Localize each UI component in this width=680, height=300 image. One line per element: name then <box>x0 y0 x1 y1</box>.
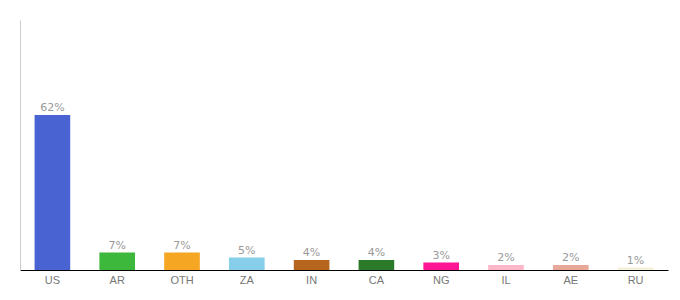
x-tick: RU <box>628 274 644 286</box>
x-tick: NG <box>433 274 450 286</box>
x-tick-label: NG <box>433 274 450 286</box>
x-tick: AR <box>110 274 125 286</box>
x-tick-label: ZA <box>240 274 255 286</box>
x-tick: AE <box>563 274 578 286</box>
data-label: 7% <box>173 239 190 252</box>
chart-container: 62% 7% 7% 5% 4% 4% 3% 2% 2% 1% US AR OTH ZA IN CA NG IL AE… <box>0 0 680 300</box>
data-label: 2% <box>562 251 579 264</box>
x-tick: US <box>45 274 60 286</box>
x-tick-label: AE <box>563 274 578 286</box>
x-tick: IL <box>501 274 510 286</box>
data-label: 5% <box>238 244 255 257</box>
data-label: 3% <box>432 249 449 262</box>
bar <box>229 258 265 271</box>
bar <box>359 260 395 270</box>
bar <box>294 260 330 270</box>
x-tick-label: OTH <box>170 274 193 286</box>
x-tick-label: IL <box>501 274 510 286</box>
x-tick-label: US <box>45 274 60 286</box>
data-labels: 62% 7% 7% 5% 4% 4% 3% 2% 2% 1% <box>40 101 644 267</box>
bar <box>553 265 589 270</box>
data-label: 2% <box>497 251 514 264</box>
x-axis-line <box>21 270 669 271</box>
x-tick: IN <box>306 274 317 286</box>
x-tick: ZA <box>240 274 255 286</box>
data-label: 7% <box>108 239 125 252</box>
x-tick-label: IN <box>306 274 317 286</box>
x-tick-label: RU <box>628 274 644 286</box>
data-label: 62% <box>40 101 64 114</box>
bar <box>99 253 135 271</box>
x-tick-label: CA <box>369 274 385 286</box>
y-axis-line <box>20 21 21 271</box>
bar <box>423 263 459 271</box>
data-label: 1% <box>627 254 644 267</box>
bar <box>164 253 200 271</box>
bar <box>488 265 524 270</box>
data-label: 4% <box>368 246 385 259</box>
bars <box>35 115 654 270</box>
plot: 62% 7% 7% 5% 4% 4% 3% 2% 2% 1% US AR OTH ZA IN CA NG IL AE… <box>21 21 669 286</box>
x-tick: OTH <box>170 274 193 286</box>
bar <box>618 268 654 271</box>
bar <box>35 115 71 270</box>
x-axis: US AR OTH ZA IN CA NG IL AE RU <box>21 271 669 286</box>
chart-svg: 62% 7% 7% 5% 4% 4% 3% 2% 2% 1% US AR OTH ZA IN CA NG IL AE… <box>0 0 680 300</box>
data-label: 4% <box>303 246 320 259</box>
x-tick: CA <box>369 274 385 286</box>
x-tick-label: AR <box>110 274 125 286</box>
y-axis <box>20 21 21 271</box>
